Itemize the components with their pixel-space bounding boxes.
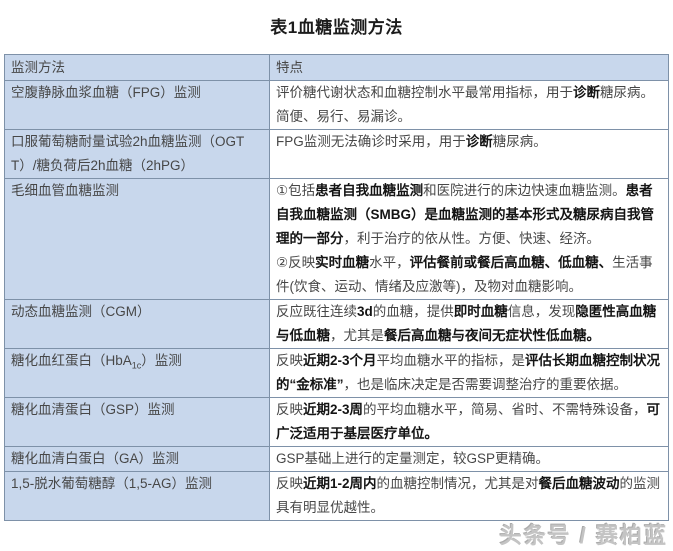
table-row: 空腹静脉血浆血糖（FPG）监测 评价糖代谢状态和血糖控制水平最常用指标，用于诊断糖… <box>4 80 669 130</box>
feature-paragraph: GSP基础上进行的定量测定，较GSP更精确。 <box>276 447 662 471</box>
table-row: 糖化血清蛋白（GSP）监测 反映近期2-3周的平均血糖水平，简易、省时、不需特殊设… <box>4 397 669 447</box>
feature-cell: 反映近期1-2周内的血糖控制情况，尤其是对餐后血糖波动的监测具有明显优越性。 <box>269 471 669 521</box>
method-cell: 糖化血清白蛋白（GA）监测 <box>4 446 270 472</box>
feature-paragraph: ①包括患者自我血糖监测和医院进行的床边快速血糖监测。患者自我血糖监测（SMBG）… <box>276 179 662 251</box>
text-segment: FPG监测无法确诊时采用，用于 <box>276 134 466 149</box>
bold-text-segment: 评估长期血糖控制状况的“金标准” <box>276 353 661 392</box>
text-segment: 糖尿病。 <box>492 134 547 149</box>
feature-cell: FPG监测无法确诊时采用，用于诊断糖尿病。 <box>269 129 669 179</box>
text-segment: 口服葡萄糖耐量试验2h血糖监测（OGTT）/糖负荷后2h血糖（2hPG） <box>11 134 245 173</box>
bold-text-segment: 近期2-3周 <box>303 402 364 417</box>
feature-paragraph: 反映近期2-3个月平均血糖水平的指标，是评估长期血糖控制状况的“金标准”，也是临… <box>276 349 662 397</box>
column-header-features: 特点 <box>269 54 669 81</box>
text-segment: 糖化血清蛋白（GSP）监测 <box>11 402 175 417</box>
bold-text-segment: 患者自我血糖监测（SMBG）是血糖监测的基本形式及糖尿病自我管理的一部分 <box>276 183 654 246</box>
text-segment: 平均血糖水平的指标，是 <box>376 353 526 368</box>
bold-text-segment: 即时血糖 <box>453 304 508 319</box>
feature-cell: 评价糖代谢状态和血糖控制水平最常用指标，用于诊断糖尿病。简便、易行、易漏诊。 <box>269 80 669 130</box>
glucose-monitoring-table: 监测方法 特点 空腹静脉血浆血糖（FPG）监测 评价糖代谢状态和血糖控制水平最常用… <box>4 54 669 521</box>
feature-paragraph: 反应既往连续3d的血糖，提供即时血糖信息，发现隐匿性高血糖与低血糖，尤其是餐后高… <box>276 300 662 348</box>
table-row: 糖化血红蛋白（HbA1c）监测 反映近期2-3个月平均血糖水平的指标，是评估长期血… <box>4 348 669 398</box>
text-segment: 反映 <box>276 353 303 368</box>
bold-text-segment: 近期1-2周内 <box>303 476 377 491</box>
feature-paragraph: ②反映实时血糖水平，评估餐前或餐后高血糖、低血糖、生活事件(饮食、运动、情绪及应… <box>276 251 662 299</box>
bold-text-segment: 可广泛适用于基层医疗单位。 <box>276 402 661 441</box>
table-body: 空腹静脉血浆血糖（FPG）监测 评价糖代谢状态和血糖控制水平最常用指标，用于诊断糖… <box>4 80 669 521</box>
text-segment: 的平均血糖水平，简易、省时、不需特殊设备， <box>363 402 647 417</box>
text-segment: 生活事件(饮食、运动、情绪及应激等)，及物对血糖影响。 <box>276 255 653 294</box>
method-cell: 糖化血红蛋白（HbA1c）监测 <box>4 348 270 398</box>
text-segment: ②反映 <box>276 255 316 270</box>
text-segment: 和医院进行的床边快速血糖监测。 <box>423 183 626 198</box>
method-cell: 口服葡萄糖耐量试验2h血糖监测（OGTT）/糖负荷后2h血糖（2hPG） <box>4 129 270 179</box>
feature-cell: 反应既往连续3d的血糖，提供即时血糖信息，发现隐匿性高血糖与低血糖，尤其是餐后高… <box>269 299 669 349</box>
feature-paragraph: 反映近期2-3周的平均血糖水平，简易、省时、不需特殊设备，可广泛适用于基层医疗单… <box>276 398 662 446</box>
feature-paragraph: 反映近期1-2周内的血糖控制情况，尤其是对餐后血糖波动的监测具有明显优越性。 <box>276 472 662 520</box>
text-segment: 反映 <box>276 476 303 491</box>
bold-text-segment: 近期2-3个月 <box>303 353 377 368</box>
text-segment: 评价糖代谢状态和血糖控制水平最常用指标，用于 <box>276 85 573 100</box>
text-segment: GSP基础上进行的定量测定，较GSP更精确。 <box>276 451 550 466</box>
text-segment: 动态血糖监测（CGM） <box>11 304 151 319</box>
feature-cell: 反映近期2-3周的平均血糖水平，简易、省时、不需特殊设备，可广泛适用于基层医疗单… <box>269 397 669 447</box>
text-segment: 糖尿病。简便、易行、易漏诊。 <box>276 85 654 124</box>
text-segment: 1,5-脱水葡萄糖醇（1,5-AG）监测 <box>11 476 213 491</box>
bold-text-segment: 评估餐前或餐后高血糖、低血糖、 <box>409 255 613 270</box>
text-segment: 1c <box>131 360 142 371</box>
text-segment: 水平， <box>369 255 410 270</box>
page-title: 表1血糖监测方法 <box>270 18 403 37</box>
text-segment: 反映 <box>276 402 303 417</box>
text-segment: 信息，发现 <box>507 304 576 319</box>
bold-text-segment: 诊断 <box>573 85 600 100</box>
watermark-text: 头条号 / 赛柏蓝 <box>499 523 668 548</box>
text-segment: 毛细血管血糖监测 <box>11 183 119 198</box>
text-segment: ，也是临床决定是否需要调整治疗的重要依据。 <box>343 377 628 392</box>
feature-cell: 反映近期2-3个月平均血糖水平的指标，是评估长期血糖控制状况的“金标准”，也是临… <box>269 348 669 398</box>
bold-text-segment: 餐后血糖波动 <box>538 476 620 491</box>
feature-paragraph: FPG监测无法确诊时采用，用于诊断糖尿病。 <box>276 130 662 154</box>
bold-text-segment: 3d <box>357 304 373 319</box>
feature-cell: ①包括患者自我血糖监测和医院进行的床边快速血糖监测。患者自我血糖监测（SMBG）… <box>269 178 669 300</box>
feature-paragraph: 评价糖代谢状态和血糖控制水平最常用指标，用于诊断糖尿病。简便、易行、易漏诊。 <box>276 81 662 129</box>
bold-text-segment: 餐后高血糖与夜间无症状性低血糖。 <box>384 328 600 343</box>
table-row: 动态血糖监测（CGM） 反应既往连续3d的血糖，提供即时血糖信息，发现隐匿性高血糖… <box>4 299 669 349</box>
table-header-row: 监测方法 特点 <box>4 54 669 81</box>
method-cell: 毛细血管血糖监测 <box>4 178 270 300</box>
table-row: 口服葡萄糖耐量试验2h血糖监测（OGTT）/糖负荷后2h血糖（2hPG） FPG监… <box>4 129 669 179</box>
bold-text-segment: 隐匿性高血糖与低血糖 <box>276 304 657 343</box>
bold-text-segment: 患者自我血糖监测 <box>315 183 424 198</box>
text-segment: 的血糖，提供 <box>372 304 454 319</box>
text-segment: 糖化血清白蛋白（GA）监测 <box>11 451 180 466</box>
text-segment: 的血糖控制情况，尤其是对 <box>376 476 539 491</box>
method-cell: 动态血糖监测（CGM） <box>4 299 270 349</box>
method-cell: 空腹静脉血浆血糖（FPG）监测 <box>4 80 270 130</box>
text-segment: ）监测 <box>141 353 182 368</box>
bold-text-segment: 诊断 <box>465 134 493 149</box>
method-cell: 1,5-脱水葡萄糖醇（1,5-AG）监测 <box>4 471 270 521</box>
column-header-method: 监测方法 <box>4 54 270 81</box>
table-row: 1,5-脱水葡萄糖醇（1,5-AG）监测 反映近期1-2周内的血糖控制情况，尤其是… <box>4 471 669 521</box>
table-row: 毛细血管血糖监测 ①包括患者自我血糖监测和医院进行的床边快速血糖监测。患者自我血糖… <box>4 178 669 300</box>
table-row: 糖化血清白蛋白（GA）监测 GSP基础上进行的定量测定，较GSP更精确。 <box>4 446 669 472</box>
text-segment: ，利于治疗的依从性。方便、快速、经济。 <box>343 231 601 246</box>
text-segment: 的监测具有明显优越性。 <box>276 476 661 515</box>
text-segment: ①包括 <box>276 183 316 198</box>
feature-cell: GSP基础上进行的定量测定，较GSP更精确。 <box>269 446 669 472</box>
method-cell: 糖化血清蛋白（GSP）监测 <box>4 397 270 447</box>
bold-text-segment: 实时血糖 <box>315 255 370 270</box>
text-segment: ，尤其是 <box>330 328 384 343</box>
text-segment: 糖化血红蛋白（HbA <box>11 353 132 368</box>
text-segment: 反应既往连续 <box>276 304 357 319</box>
text-segment: 空腹静脉血浆血糖（FPG）监测 <box>11 85 201 100</box>
